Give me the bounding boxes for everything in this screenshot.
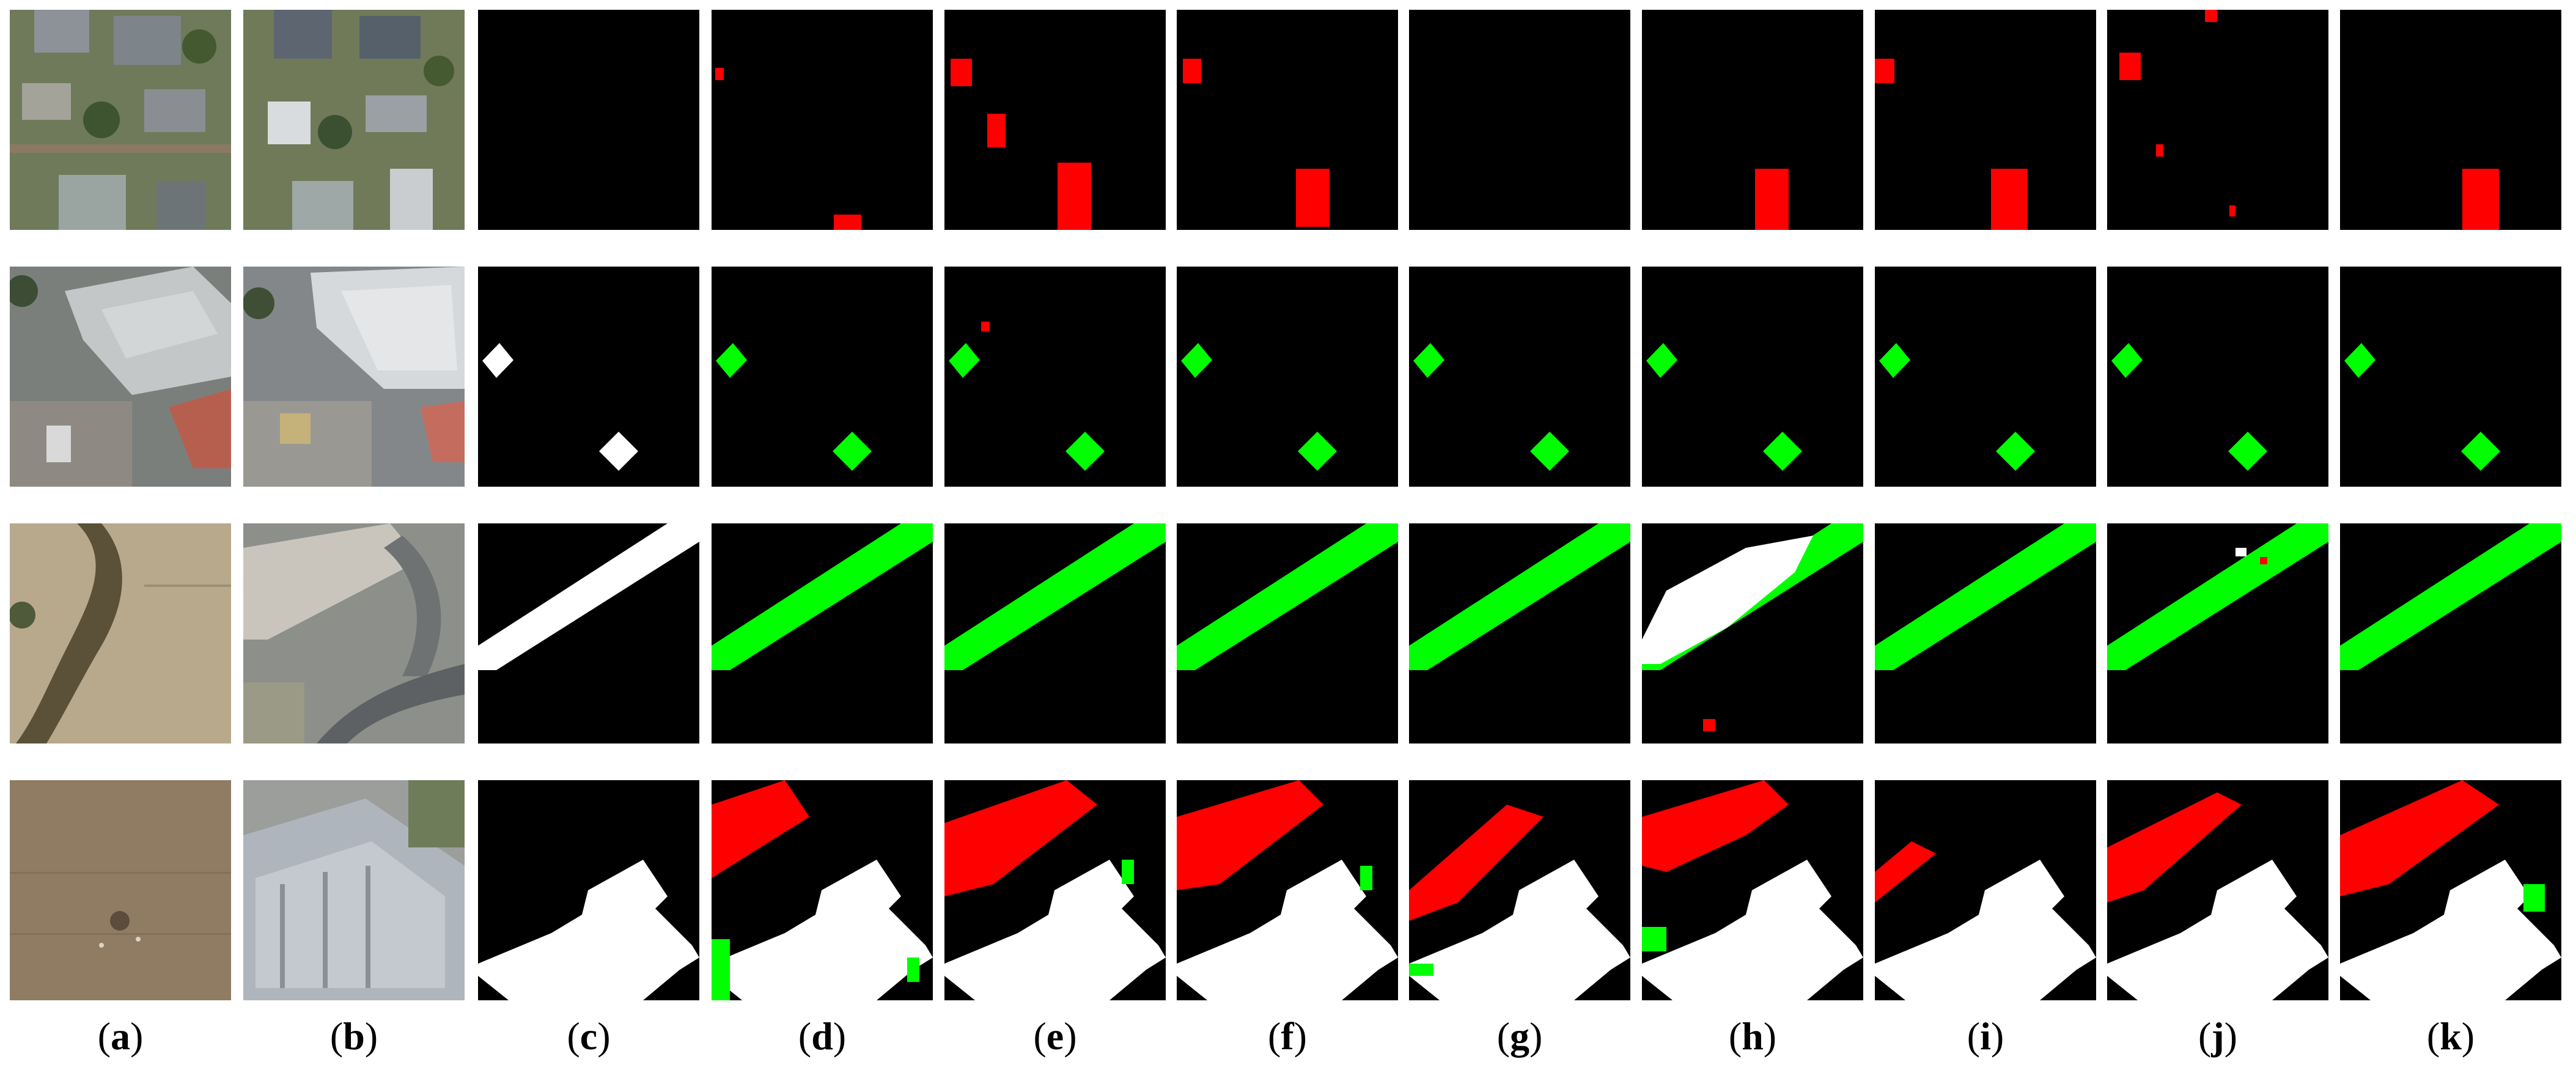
row-4-a-image-t1-tile: [10, 780, 231, 1000]
row-3-e-prediction-tile: [944, 523, 1166, 743]
row-4-h-prediction-tile: [1642, 780, 1863, 1000]
row-2-g-prediction-tile: [1409, 267, 1630, 487]
row-3-f-prediction-tile: [1177, 523, 1398, 743]
row-2-b-image-t2-tile: [243, 267, 465, 487]
row-3-c-ground-truth-tile: [478, 523, 699, 743]
row-2-c-ground-truth-tile: [478, 267, 699, 487]
row-3-j-prediction-tile: [2107, 523, 2328, 743]
row-4-k-prediction-tile: [2340, 780, 2561, 1000]
column-label-j: (j): [2198, 1014, 2237, 1058]
row-1-d-prediction-tile: [712, 10, 933, 230]
row-1-j-prediction-tile: [2107, 10, 2328, 230]
row-4-f-prediction-tile: [1177, 780, 1398, 1000]
column-label-g: (g): [1496, 1014, 1543, 1058]
row-2-f-prediction-tile: [1177, 267, 1398, 487]
row-4-j-prediction-tile: [2107, 780, 2328, 1000]
row-2-a-image-t1-tile: [10, 267, 231, 487]
row-2-k-prediction-tile: [2340, 267, 2561, 487]
row-3-k-prediction-tile: [2340, 523, 2561, 743]
row-4-b-image-t2-tile: [243, 780, 465, 1000]
row-3-i-prediction-tile: [1875, 523, 2096, 743]
column-label-k: (k): [2426, 1014, 2475, 1058]
row-3-g-prediction-tile: [1409, 523, 1630, 743]
column-label-c: (c): [567, 1014, 611, 1058]
row-4-c-ground-truth-tile: [478, 780, 699, 1000]
row-4-i-prediction-tile: [1875, 780, 2096, 1000]
column-label-f: (f): [1268, 1014, 1307, 1058]
row-3-h-prediction-tile: [1642, 523, 1863, 743]
row-1-g-prediction-tile: [1409, 10, 1630, 230]
row-1-e-prediction-tile: [944, 10, 1166, 230]
row-1-a-image-t1-tile: [10, 10, 231, 230]
column-label-b: (b): [329, 1014, 378, 1058]
row-4-d-prediction-tile: [712, 780, 933, 1000]
column-label-i: (i): [1967, 1014, 2004, 1058]
row-1-c-ground-truth-tile: [478, 10, 699, 230]
row-3-d-prediction-tile: [712, 523, 933, 743]
row-2-e-prediction-tile: [944, 267, 1166, 487]
row-1-b-image-t2-tile: [243, 10, 465, 230]
row-1-i-prediction-tile: [1875, 10, 2096, 230]
column-label-e: (e): [1033, 1014, 1077, 1058]
row-3-a-image-t1-tile: [10, 523, 231, 743]
row-1-f-prediction-tile: [1177, 10, 1398, 230]
row-2-h-prediction-tile: [1642, 267, 1863, 487]
column-label-a: (a): [97, 1014, 144, 1058]
row-2-j-prediction-tile: [2107, 267, 2328, 487]
row-1-h-prediction-tile: [1642, 10, 1863, 230]
row-1-k-prediction-tile: [2340, 10, 2561, 230]
column-label-h: (h): [1728, 1014, 1777, 1058]
column-label-d: (d): [798, 1014, 847, 1058]
row-2-i-prediction-tile: [1875, 267, 2096, 487]
row-3-b-image-t2-tile: [243, 523, 465, 743]
row-4-g-prediction-tile: [1409, 780, 1630, 1000]
row-2-d-prediction-tile: [712, 267, 933, 487]
row-4-e-prediction-tile: [944, 780, 1166, 1000]
